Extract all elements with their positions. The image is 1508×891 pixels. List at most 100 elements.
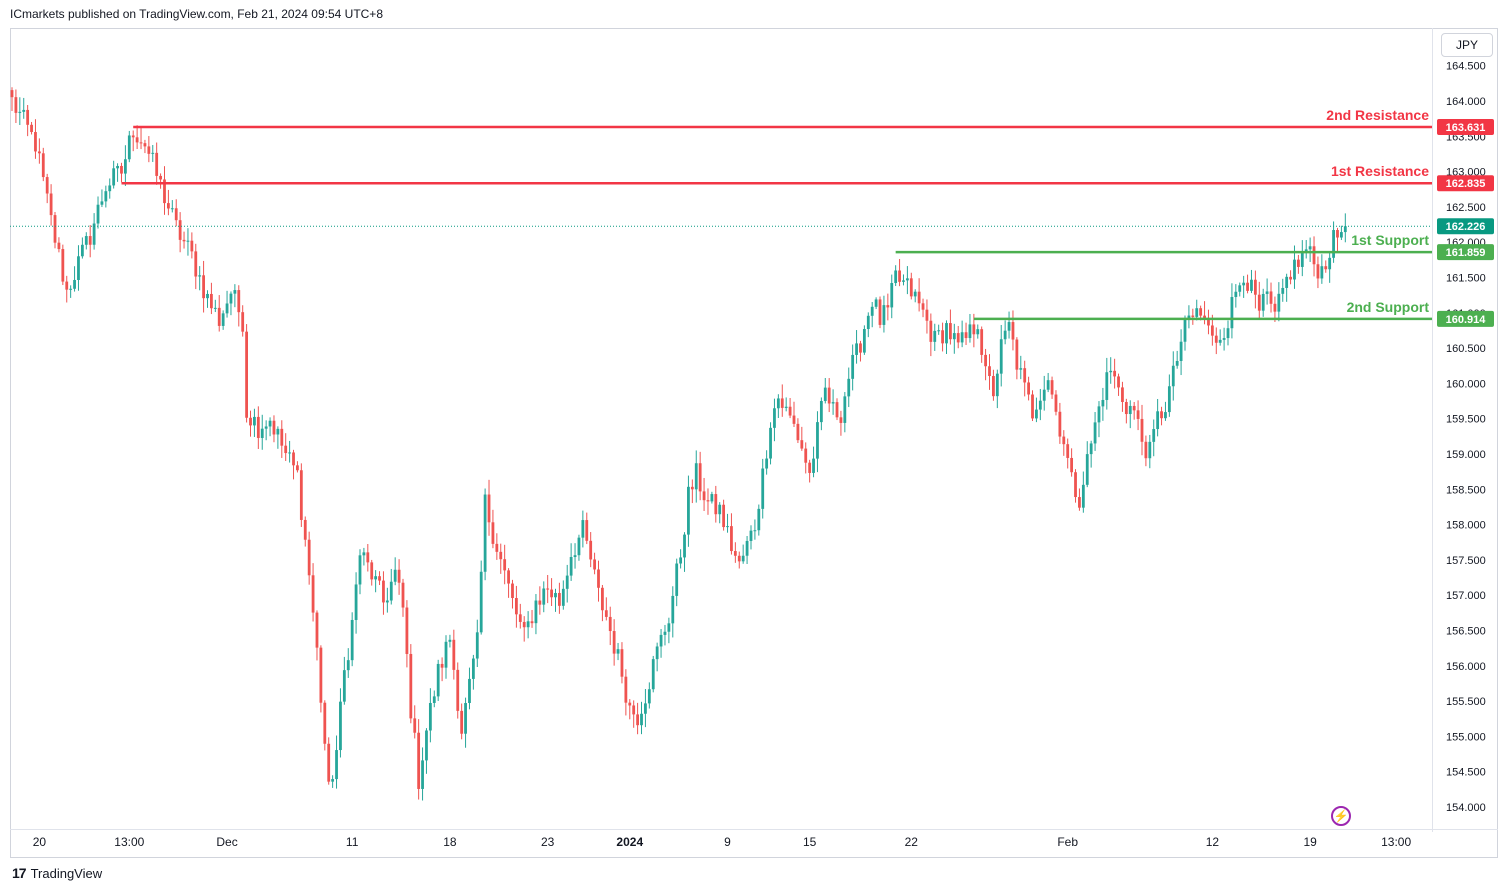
candle-body xyxy=(448,639,452,642)
candle-body xyxy=(831,402,835,404)
candle-body xyxy=(331,779,335,782)
candle-body xyxy=(1195,308,1199,317)
candle-body xyxy=(612,631,616,654)
candle-body xyxy=(827,387,831,404)
publish-header: ICmarkets published on TradingView.com, … xyxy=(10,7,383,21)
candle-body xyxy=(174,208,178,221)
price-tick-label: 164.000 xyxy=(1446,96,1486,108)
candle-body xyxy=(1343,226,1347,233)
candle-body xyxy=(249,417,252,426)
candle-body xyxy=(229,293,233,304)
candle-body xyxy=(1289,276,1292,280)
price-tick-label: 155.500 xyxy=(1446,696,1486,708)
candle-body xyxy=(855,343,858,355)
level-label-support: 1st Support xyxy=(1351,232,1429,248)
candle-body xyxy=(370,562,374,580)
candle-body xyxy=(190,240,194,252)
candle-body xyxy=(761,468,765,509)
candle-body xyxy=(268,420,272,427)
candle-body xyxy=(870,306,874,316)
candle-body xyxy=(546,588,550,590)
candle-body xyxy=(1269,291,1273,304)
candle-body xyxy=(96,204,100,224)
candle-body xyxy=(733,551,737,556)
candle-body xyxy=(45,177,49,194)
candle-body xyxy=(299,470,303,520)
candle-body xyxy=(49,193,53,216)
candle-body xyxy=(1207,319,1210,326)
time-tick-label: 23 xyxy=(541,835,555,849)
candle-body xyxy=(225,303,229,314)
candle-body xyxy=(1097,406,1101,423)
candle-body xyxy=(616,649,620,654)
candle-body xyxy=(851,354,855,379)
candle-body xyxy=(1023,368,1027,383)
candle-body xyxy=(859,343,862,353)
candle-body xyxy=(311,575,315,613)
candle-body xyxy=(80,244,84,257)
candle-body xyxy=(479,571,483,633)
candle-body xyxy=(65,281,69,290)
candle-body xyxy=(151,152,155,154)
candle-body xyxy=(1121,387,1124,402)
candle-body xyxy=(675,563,679,596)
candle-body xyxy=(350,619,354,661)
candle-body xyxy=(667,623,671,632)
candle-body xyxy=(730,526,733,552)
candle-body xyxy=(866,315,870,330)
candle-body xyxy=(468,678,471,704)
price-tick-label: 159.000 xyxy=(1446,449,1486,461)
price-tick-label: 154.000 xyxy=(1446,802,1486,814)
candle-body xyxy=(385,600,389,603)
candle-body xyxy=(444,641,448,668)
candle-body xyxy=(964,332,968,339)
candle-body xyxy=(1316,264,1320,279)
candle-body xyxy=(1050,380,1054,395)
candle-body xyxy=(507,570,510,584)
candle-body xyxy=(178,220,182,240)
level-label-support: 2nd Support xyxy=(1347,299,1430,315)
candle-body xyxy=(1011,322,1015,340)
candle-body xyxy=(1019,368,1023,370)
candle-body xyxy=(1191,315,1195,317)
candle-body xyxy=(1035,409,1038,419)
currency-button[interactable]: JPY xyxy=(1441,33,1493,57)
candle-body xyxy=(589,540,593,560)
candle-body xyxy=(495,543,499,552)
level-price-badge: 161.859 xyxy=(1446,247,1486,259)
candle-body xyxy=(683,534,686,558)
flash-icon[interactable]: ⚡ xyxy=(1331,806,1351,826)
candle-body xyxy=(147,146,151,154)
candle-body xyxy=(628,702,632,706)
candle-body xyxy=(690,486,694,490)
candle-body xyxy=(1046,380,1050,390)
candle-body xyxy=(272,420,276,435)
candle-body xyxy=(1027,382,1030,395)
candle-body xyxy=(491,522,495,544)
candle-body xyxy=(213,307,217,309)
candle-body xyxy=(10,90,14,98)
candle-body xyxy=(342,670,346,702)
candle-body xyxy=(921,303,925,310)
candle-body xyxy=(651,659,655,690)
candle-body xyxy=(1226,328,1230,339)
candle-body xyxy=(773,408,776,428)
time-tick-label: 13:00 xyxy=(114,835,144,849)
candle-body xyxy=(84,236,88,245)
candle-body xyxy=(554,592,557,598)
price-axis-separator xyxy=(1432,28,1433,832)
candle-body xyxy=(335,750,338,780)
candle-body xyxy=(18,111,22,113)
candle-body xyxy=(522,621,526,628)
candle-body xyxy=(604,610,608,617)
candle-body xyxy=(972,324,976,335)
candle-body xyxy=(655,646,659,660)
candle-body xyxy=(956,333,960,343)
tradingview-brand[interactable]: 17 TradingView xyxy=(12,865,102,881)
candle-body xyxy=(526,621,530,628)
candle-body xyxy=(776,398,780,409)
candle-body xyxy=(1136,410,1140,419)
candle-body xyxy=(1332,230,1335,258)
candle-body xyxy=(198,275,202,277)
